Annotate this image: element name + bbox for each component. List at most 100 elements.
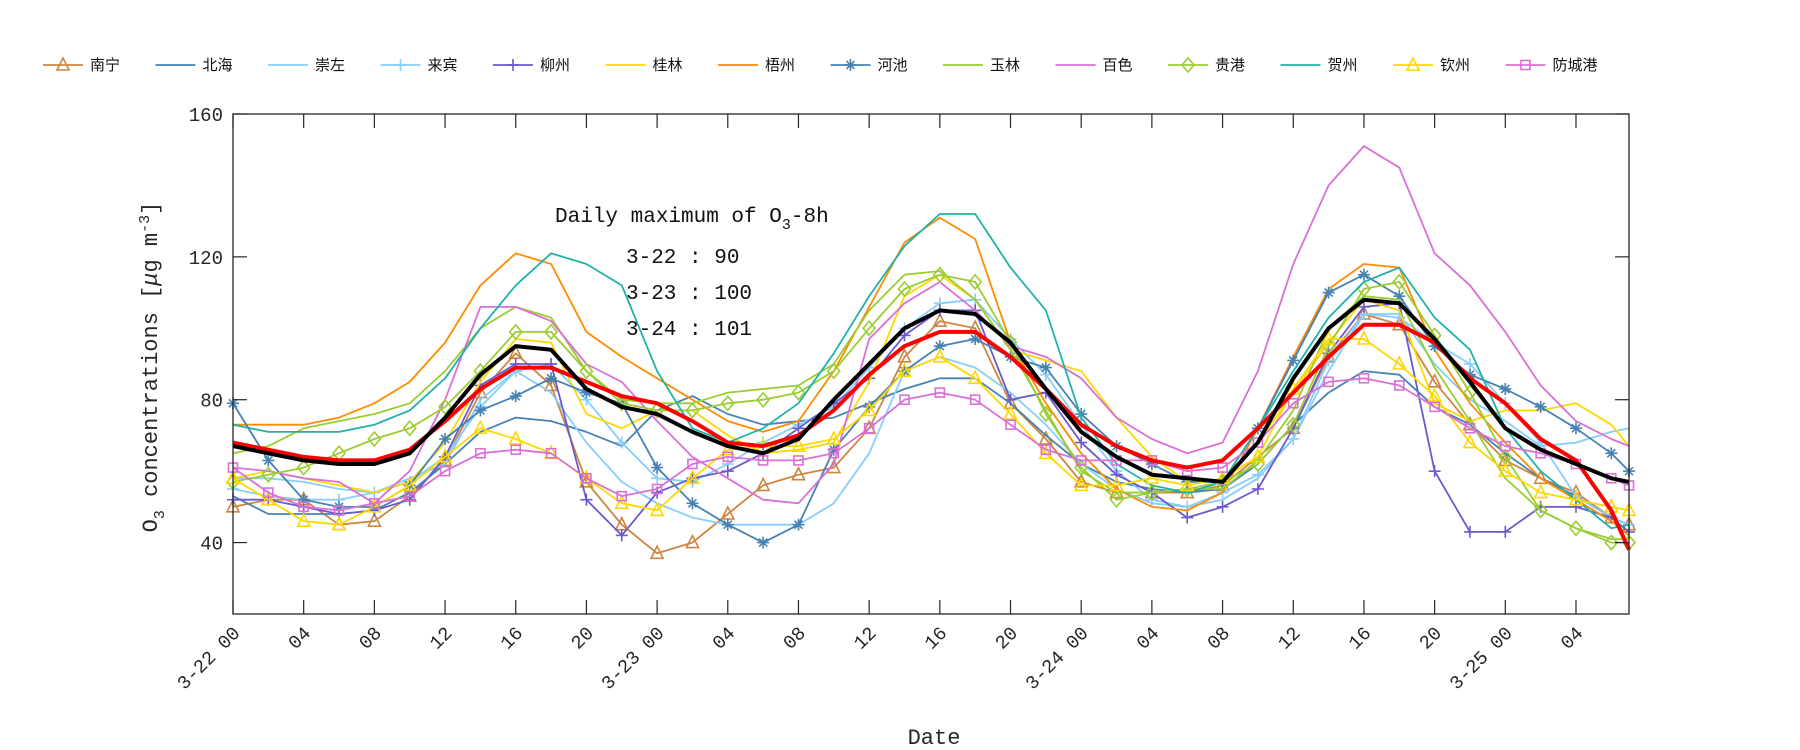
legend-label: 防城港 — [1553, 56, 1598, 74]
data-point-diamond — [720, 395, 735, 412]
data-point-star — [792, 518, 805, 531]
series-北海 — [232, 370, 1630, 526]
data-point-plus — [1428, 465, 1441, 478]
annotation-line-3-22: 3-22 : 90 — [626, 247, 739, 270]
data-point-triangle — [261, 490, 276, 506]
data-point-diamond — [897, 280, 912, 298]
legend-item-贵港: 贵港 — [1168, 56, 1245, 74]
data-point-triangle — [1003, 405, 1018, 420]
data-point-star — [651, 461, 664, 474]
legend-label: 玉林 — [990, 56, 1020, 74]
x-tick-label: 16 — [1344, 623, 1376, 655]
data-point-triangle — [296, 512, 311, 527]
data-point-diamond — [473, 362, 488, 380]
data-point-square — [475, 447, 486, 459]
data-point-star — [474, 404, 487, 417]
x-tick-label: 20 — [991, 623, 1023, 655]
data-point-plus — [1216, 500, 1229, 513]
data-point-diamond — [756, 391, 771, 408]
data-point-diamond — [437, 398, 453, 416]
legend-item-南宁: 南宁 — [43, 56, 120, 74]
series-black-thick — [232, 297, 1630, 484]
data-point-square — [1500, 440, 1511, 452]
data-point-star — [1039, 361, 1052, 374]
data-point-star — [545, 372, 558, 385]
legend-item-柳州: 柳州 — [493, 56, 570, 74]
x-tick-label: 16 — [920, 623, 952, 655]
x-tick-label: 20 — [567, 623, 599, 655]
data-point-plus — [1251, 483, 1264, 495]
data-point-triangle — [437, 448, 453, 463]
data-point-diamond — [791, 384, 806, 401]
data-point-triangle — [1427, 373, 1442, 388]
x-tick-label: 12 — [850, 623, 882, 655]
series-line — [232, 370, 1630, 526]
data-point-diamond — [650, 402, 665, 419]
data-point-diamond — [402, 420, 417, 437]
data-point-triangle — [473, 419, 488, 435]
data-point-square — [1393, 380, 1405, 391]
legend-label: 来宾 — [428, 56, 458, 74]
data-point-square — [757, 455, 769, 466]
data-point-plus — [1181, 511, 1194, 524]
data-point-plus — [1357, 300, 1370, 313]
data-point-diamond — [1568, 520, 1584, 537]
data-point-star — [1499, 383, 1512, 395]
data-point-star — [1534, 400, 1547, 413]
legend-item-河池: 河池 — [830, 56, 908, 74]
data-point-triangle — [1250, 448, 1266, 463]
x-tick-label: 20 — [1415, 623, 1447, 655]
series-line — [232, 297, 1630, 484]
data-point-star — [721, 518, 734, 531]
data-point-triangle — [367, 498, 382, 513]
data-point-plus — [651, 472, 664, 485]
annotation-line-3-23: 3-23 : 100 — [626, 283, 752, 306]
data-point-plus — [721, 465, 734, 478]
data-point-triangle — [967, 369, 983, 385]
x-tick-label: 3-25 00 — [1446, 623, 1518, 695]
data-point-triangle — [685, 469, 700, 485]
data-point-diamond — [1533, 502, 1548, 519]
legend-marker-plus — [507, 59, 519, 71]
x-axis-label: Date — [908, 726, 961, 750]
data-point-star — [757, 536, 770, 549]
data-point-triangle — [1427, 387, 1442, 402]
series-line — [233, 216, 1630, 537]
data-point-star — [686, 497, 699, 510]
series-line — [232, 338, 1630, 526]
data-point-diamond — [1144, 484, 1159, 501]
data-point-square — [687, 458, 698, 470]
data-point-diamond — [614, 395, 629, 412]
data-point-square — [263, 487, 274, 498]
data-point-triangle — [1568, 490, 1584, 506]
data-point-diamond — [261, 466, 276, 483]
data-point-plus — [898, 329, 911, 342]
data-point-diamond — [1604, 534, 1619, 551]
legend-label: 北海 — [203, 56, 233, 74]
data-point-triangle — [1144, 469, 1160, 485]
legend-label: 贺州 — [1328, 56, 1358, 74]
x-tick-label: 3-22 00 — [173, 623, 245, 695]
legend-item-北海: 北海 — [155, 56, 233, 74]
x-tick-label: 08 — [779, 623, 811, 655]
data-point-diamond — [579, 362, 594, 380]
data-point-square — [793, 455, 804, 466]
data-point-diamond — [1038, 405, 1053, 423]
x-tick-label: 04 — [1132, 623, 1164, 655]
plot-frame — [232, 113, 1630, 615]
data-point-diamond — [367, 430, 382, 448]
legend-item-梧州: 梧州 — [718, 56, 795, 74]
data-point-plus — [1499, 525, 1512, 538]
x-tick-label: 04 — [708, 623, 740, 655]
legend-label: 钦州 — [1440, 56, 1470, 74]
annotation-line-3-24: 3-24 : 101 — [626, 319, 752, 342]
data-point-star — [262, 454, 275, 467]
data-point-triangle — [791, 465, 806, 481]
data-point-triangle — [826, 430, 842, 445]
data-point-star — [439, 433, 452, 445]
data-point-square — [1323, 376, 1334, 388]
data-point-square — [1429, 401, 1440, 413]
data-point-plus — [1004, 393, 1017, 406]
legend-label: 柳州 — [540, 56, 570, 74]
